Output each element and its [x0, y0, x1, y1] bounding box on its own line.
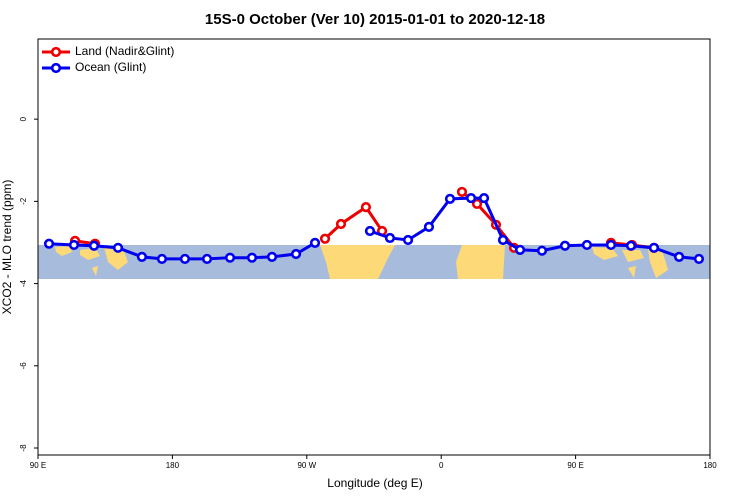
- x-tick-label: 90 W: [297, 461, 316, 470]
- chart-title: 15S-0 October (Ver 10) 2015-01-01 to 202…: [205, 11, 545, 28]
- data-point: [456, 186, 468, 198]
- data-point: [136, 251, 148, 262]
- data-point: [224, 252, 236, 263]
- data-point: [465, 192, 477, 204]
- data-point: [536, 245, 548, 256]
- data-point: [514, 244, 526, 255]
- data-point: [471, 198, 483, 209]
- x-tick-label: 90 E: [30, 461, 46, 470]
- data-point: [156, 253, 168, 265]
- land-patch: [55, 246, 128, 276]
- land-patch: [592, 247, 668, 278]
- data-point: [693, 253, 705, 265]
- y-tick-label: 0: [19, 116, 28, 121]
- data-point: [246, 252, 258, 263]
- data-point: [559, 240, 571, 251]
- data-point: [625, 240, 637, 251]
- data-point: [478, 192, 490, 204]
- data-point: [384, 232, 396, 244]
- x-tick-label: 0: [439, 461, 444, 470]
- x-tick-label: 180: [703, 461, 717, 470]
- data-point: [581, 239, 593, 251]
- data-point: [88, 240, 100, 251]
- legend-marker: [50, 62, 62, 74]
- y-tick-label: -6: [19, 362, 28, 370]
- data-point: [309, 237, 321, 248]
- data-point: [423, 221, 435, 232]
- data-point: [673, 251, 685, 262]
- y-tick-label: -8: [19, 444, 28, 452]
- data-point: [497, 234, 509, 246]
- land-patch: [456, 245, 505, 279]
- y-tick-label: -2: [19, 197, 28, 205]
- data-point: [605, 239, 617, 251]
- map-band: [38, 245, 710, 279]
- x-tick-label: 180: [166, 461, 180, 470]
- legend-marker: [50, 46, 62, 58]
- x-tick-label: 90 E: [567, 461, 583, 470]
- series-line: [74, 190, 655, 250]
- plot-frame: [37, 38, 711, 456]
- y-tick-label: -4: [19, 279, 28, 287]
- data-point: [444, 193, 456, 205]
- data-point: [648, 242, 660, 253]
- data-point: [112, 242, 124, 253]
- legend-label: Land (Nadir&Glint): [75, 44, 174, 58]
- y-axis-label: XCO2 - MLO trend (ppm): [0, 180, 14, 315]
- data-point: [402, 234, 414, 246]
- data-point: [360, 202, 372, 213]
- legend-label: Ocean (Glint): [75, 60, 146, 74]
- land-patch: [320, 245, 395, 279]
- data-point: [335, 218, 347, 230]
- data-point: [266, 251, 278, 262]
- data-point: [43, 238, 55, 249]
- data-point: [179, 253, 191, 265]
- data-point: [201, 253, 213, 265]
- data-point: [290, 248, 302, 260]
- data-point: [68, 239, 80, 251]
- x-axis-label: Longitude (deg E): [327, 476, 422, 490]
- data-point: [319, 233, 331, 244]
- data-point: [364, 225, 376, 237]
